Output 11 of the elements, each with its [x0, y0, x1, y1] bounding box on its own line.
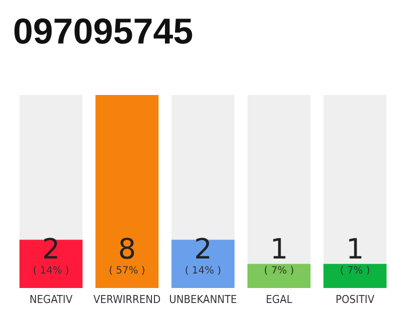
x-tick-label: EGAL	[266, 293, 293, 306]
data-label: 2 ( 14% )	[184, 232, 222, 276]
chart-title: 097095745	[13, 10, 194, 52]
x-tick-label: VERWIRREND	[93, 293, 161, 306]
data-label: 1 ( 7% )	[264, 232, 294, 276]
x-tick-label: POSITIV	[336, 293, 375, 306]
x-tick-label: NEGATIV	[30, 293, 73, 306]
data-label: 2 ( 14% )	[32, 232, 70, 276]
x-tick-label: UNBEKANNTE	[169, 293, 237, 306]
data-label: 8 ( 57% )	[108, 232, 146, 276]
data-label: 1 ( 7% )	[340, 232, 370, 276]
